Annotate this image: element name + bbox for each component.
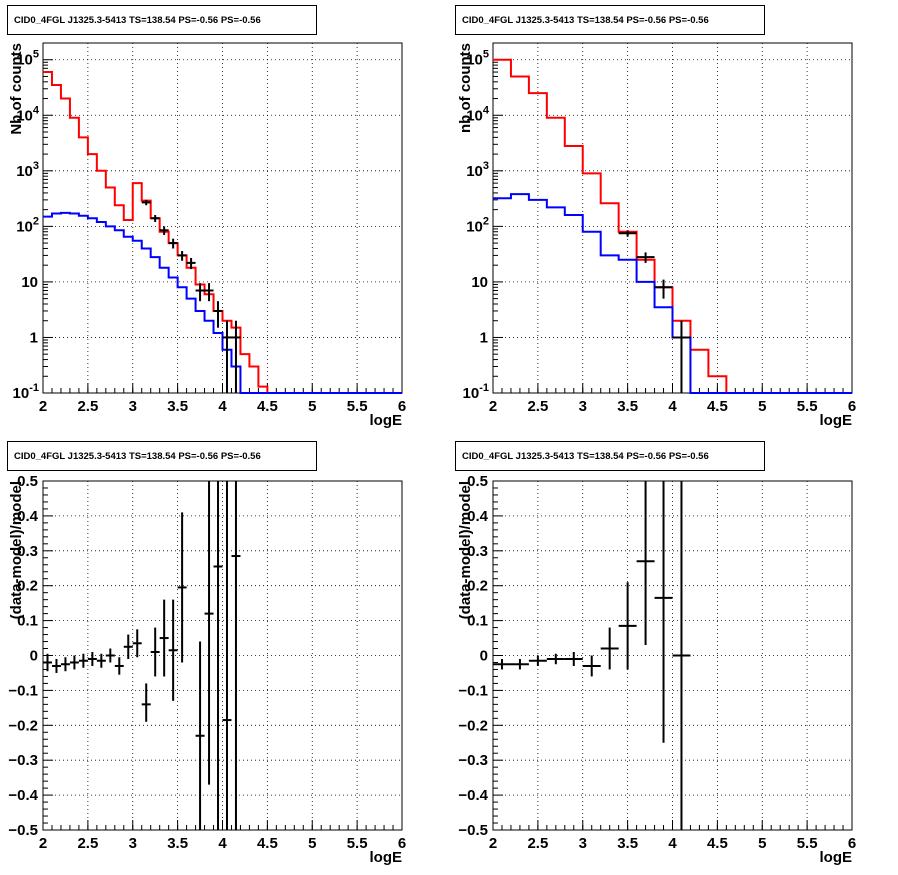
y-tick-label: 0.1 <box>17 613 38 630</box>
x-tick-label: 4 <box>668 398 677 415</box>
y-tick-label: 102 <box>16 215 39 235</box>
panel-residual-coarse: CID0_4FGL J1325.3-5413 TS=138.54 PS=-0.5… <box>449 437 898 875</box>
y-tick-label: 0 <box>480 648 488 665</box>
x-tick-label: 5.5 <box>347 398 368 415</box>
y-tick-label: 104 <box>466 104 490 124</box>
x-tick-label: 2.5 <box>77 835 98 852</box>
y-tick-label: 103 <box>466 160 489 180</box>
panel-title-text: CID0_4FGL J1325.3-5413 TS=138.54 PS=-0.5… <box>462 450 709 462</box>
y-axis-label: (data-model)/model <box>457 481 474 619</box>
x-tick-label: 3 <box>129 835 137 852</box>
y-tick-label: 0.3 <box>17 543 38 560</box>
x-tick-label: 3 <box>579 835 587 852</box>
y-tick-label: −0.2 <box>8 717 38 734</box>
y-tick-label: 105 <box>466 49 489 69</box>
x-tick-label: 3.5 <box>617 398 638 415</box>
y-tick-label: 105 <box>16 49 39 69</box>
x-tick-label: 4 <box>218 398 227 415</box>
panel-title: CID0_4FGL J1325.3-5413 TS=138.54 PS=-0.5… <box>455 441 765 471</box>
y-axis-label: Nb of counts <box>8 43 25 135</box>
y-tick-label: 102 <box>466 215 489 235</box>
panel-title-text: CID0_4FGL J1325.3-5413 TS=138.54 PS=-0.5… <box>14 14 261 26</box>
panel-title-text: CID0_4FGL J1325.3-5413 TS=138.54 PS=-0.5… <box>14 450 261 462</box>
x-tick-label: 5 <box>308 398 316 415</box>
x-tick-label: 6 <box>398 835 406 852</box>
y-tick-label: 1 <box>30 329 38 346</box>
y-tick-label: −0.1 <box>458 682 488 699</box>
x-tick-label: 3.5 <box>617 835 638 852</box>
y-tick-label: −0.5 <box>458 822 488 839</box>
series-1-step-line <box>43 211 402 394</box>
series-1-step-line <box>493 193 852 394</box>
x-tick-label: 5 <box>758 398 766 415</box>
x-axis-label: logE <box>820 849 853 866</box>
y-tick-label: 0.1 <box>467 613 488 630</box>
x-tick-label: 2.5 <box>527 398 548 415</box>
x-tick-label: 4 <box>668 835 677 852</box>
y-tick-label: 10 <box>471 274 488 291</box>
x-tick-label: 5.5 <box>347 835 368 852</box>
y-tick-label: 10-1 <box>13 382 39 402</box>
x-axis-label: logE <box>370 849 403 866</box>
y-tick-label: 10 <box>21 274 38 291</box>
y-tick-label: −0.3 <box>8 752 38 769</box>
y-tick-label: 10-1 <box>463 382 489 402</box>
x-tick-label: 3 <box>129 398 137 415</box>
x-tick-label: 4 <box>218 835 227 852</box>
x-tick-label: 4.5 <box>257 398 278 415</box>
y-tick-label: 0.5 <box>17 473 38 490</box>
y-tick-label: −0.4 <box>8 787 38 804</box>
x-tick-label: 3.5 <box>167 398 188 415</box>
x-tick-label: 3.5 <box>167 835 188 852</box>
x-tick-label: 4.5 <box>707 398 728 415</box>
y-tick-label: 0.2 <box>467 578 488 595</box>
panel-title-text: CID0_4FGL J1325.3-5413 TS=138.54 PS=-0.5… <box>462 14 709 26</box>
x-tick-label: 2 <box>39 398 47 415</box>
y-tick-label: 0.4 <box>467 508 489 525</box>
x-tick-label: 2 <box>489 835 497 852</box>
y-tick-label: 104 <box>16 104 40 124</box>
y-tick-label: −0.5 <box>8 822 38 839</box>
x-tick-label: 2 <box>489 398 497 415</box>
x-tick-label: 6 <box>848 835 856 852</box>
panel-title: CID0_4FGL J1325.3-5413 TS=138.54 PS=-0.5… <box>7 441 317 471</box>
y-tick-label: 0.4 <box>17 508 39 525</box>
panel-title: CID0_4FGL J1325.3-5413 TS=138.54 PS=-0.5… <box>7 5 317 35</box>
x-tick-label: 6 <box>848 398 856 415</box>
y-tick-label: 0 <box>30 648 38 665</box>
y-tick-label: 1 <box>480 329 488 346</box>
x-tick-label: 5.5 <box>797 835 818 852</box>
y-tick-label: −0.3 <box>458 752 488 769</box>
panel-counts-coarse: CID0_4FGL J1325.3-5413 TS=138.54 PS=-0.5… <box>449 0 898 437</box>
panel-counts-fine: CID0_4FGL J1325.3-5413 TS=138.54 PS=-0.5… <box>0 0 449 437</box>
y-tick-label: −0.1 <box>8 682 38 699</box>
y-tick-label: 0.5 <box>467 473 488 490</box>
y-tick-label: 0.3 <box>467 543 488 560</box>
y-axis-label: (data-model)/model <box>8 481 25 619</box>
x-tick-label: 2.5 <box>77 398 98 415</box>
x-axis-label: logE <box>370 412 403 429</box>
y-tick-label: 103 <box>16 160 39 180</box>
x-tick-label: 2 <box>39 835 47 852</box>
y-tick-label: 0.2 <box>17 578 38 595</box>
x-axis-label: logE <box>820 412 853 429</box>
y-axis-label: nb of counts <box>457 43 474 133</box>
y-tick-label: −0.2 <box>458 717 488 734</box>
x-tick-label: 4.5 <box>707 835 728 852</box>
x-tick-label: 6 <box>398 398 406 415</box>
panel-residual-fine: CID0_4FGL J1325.3-5413 TS=138.54 PS=-0.5… <box>0 437 449 875</box>
x-tick-label: 5 <box>308 835 316 852</box>
x-tick-label: 5 <box>758 835 766 852</box>
y-tick-label: −0.4 <box>458 787 488 804</box>
x-tick-label: 4.5 <box>257 835 278 852</box>
x-tick-label: 2.5 <box>527 835 548 852</box>
x-tick-label: 5.5 <box>797 398 818 415</box>
x-tick-label: 3 <box>579 398 587 415</box>
panel-title: CID0_4FGL J1325.3-5413 TS=138.54 PS=-0.5… <box>455 5 765 35</box>
